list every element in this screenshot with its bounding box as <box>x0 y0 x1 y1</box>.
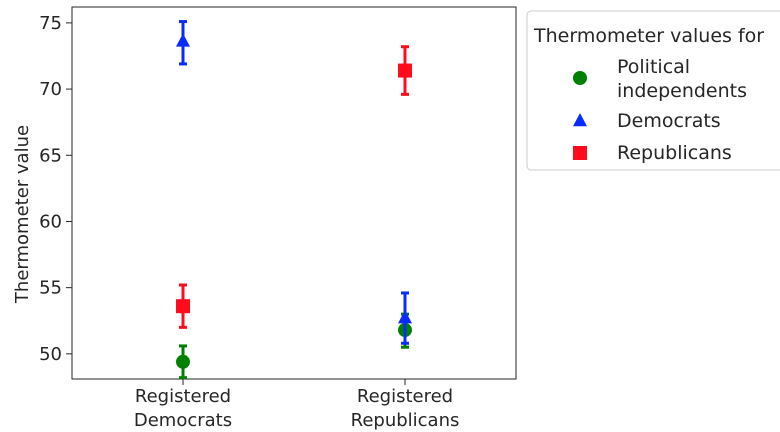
circle-marker <box>176 355 190 369</box>
y-tick-label: 50 <box>39 344 62 365</box>
legend-label: Political <box>617 56 690 78</box>
legend-title: Thermometer values for <box>533 25 764 47</box>
y-tick-label: 75 <box>39 13 62 34</box>
y-tick-label: 65 <box>39 145 62 166</box>
x-tick-label: Republicans <box>351 410 460 431</box>
legend-label: independents <box>617 80 747 102</box>
plot-area: 50 55 60 65 70 75 Registered Democrats Registere… <box>39 7 516 431</box>
triangle-marker <box>398 310 412 323</box>
square-marker <box>398 64 412 78</box>
legend-label: Democrats <box>617 110 721 132</box>
x-tick-label: Democrats <box>134 410 232 431</box>
x-tick-label: Registered <box>135 386 231 407</box>
triangle-marker <box>176 33 190 46</box>
y-tick-label: 70 <box>39 79 62 100</box>
square-legend-marker <box>573 146 587 160</box>
legend: Thermometer values for Politicalindepende… <box>527 11 780 170</box>
y-tick-label: 55 <box>39 278 62 299</box>
y-axis-label: Thermometer value <box>12 125 33 304</box>
circle-legend-marker <box>573 71 587 85</box>
x-tick-label: Registered <box>357 386 453 407</box>
legend-label: Republicans <box>617 142 732 164</box>
square-marker <box>176 299 190 313</box>
y-tick-label: 60 <box>39 211 62 232</box>
plot-frame <box>72 7 516 379</box>
